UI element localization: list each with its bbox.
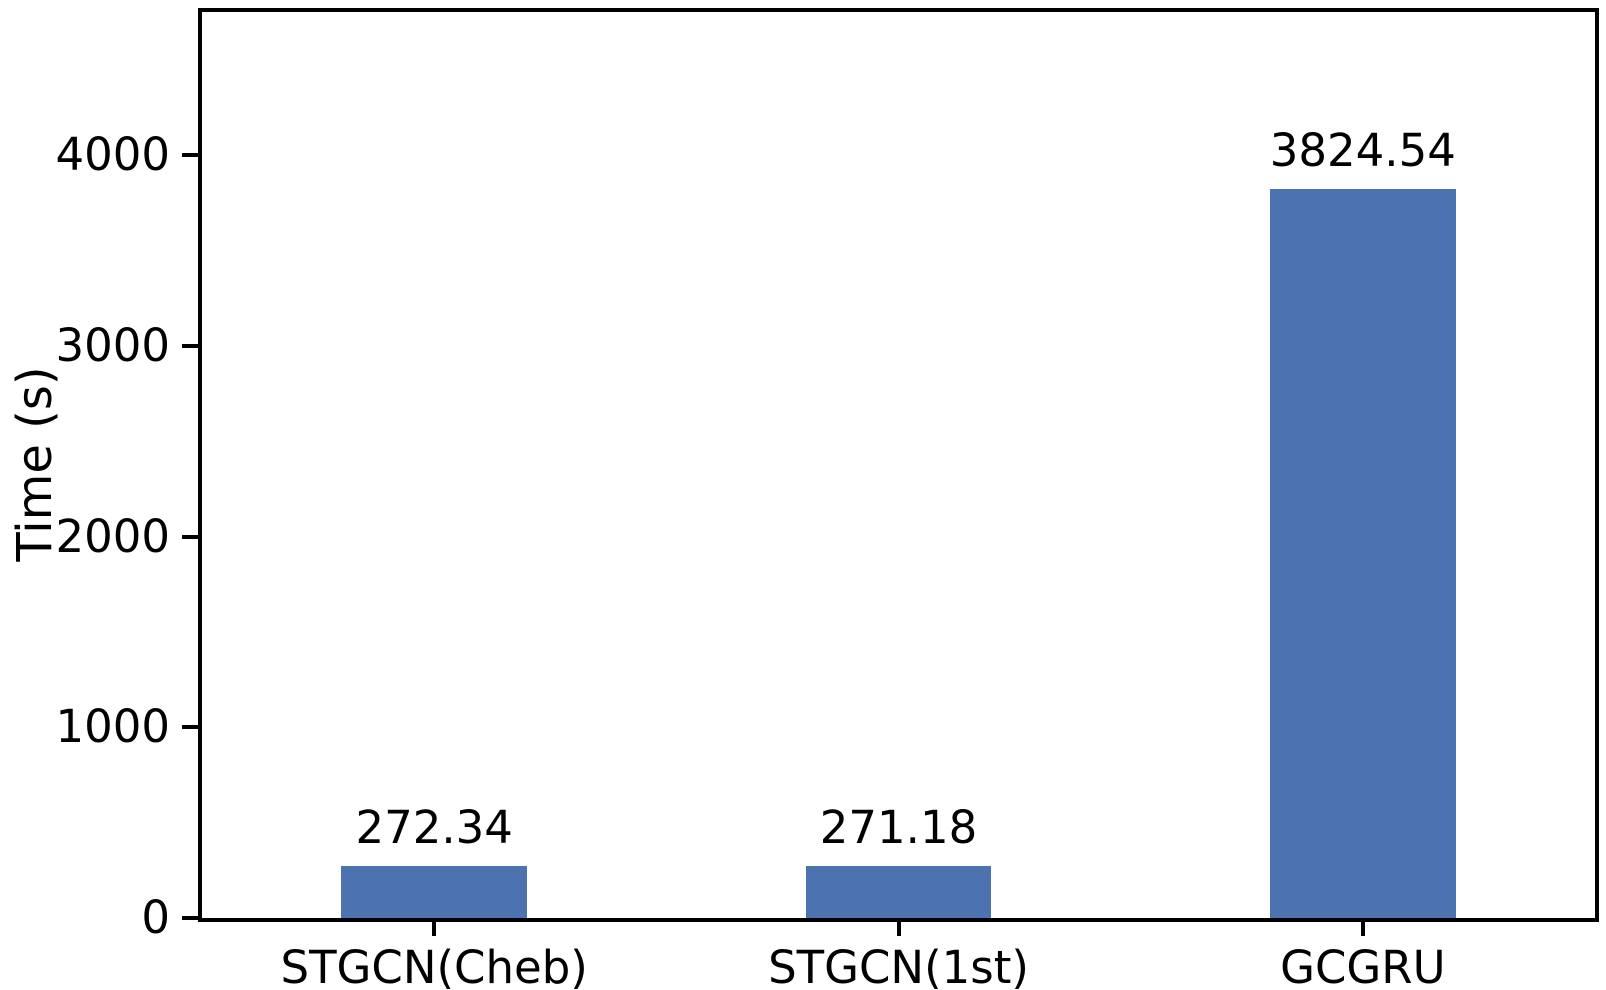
y-tick-label: 2000: [55, 509, 170, 563]
x-tick-label-STGCN(Cheb): STGCN(Cheb): [280, 941, 588, 990]
y-tick-label: 0: [141, 891, 170, 944]
x-tick-mark: [432, 922, 437, 936]
bar-value-label: 271.18: [819, 801, 978, 855]
y-tick-mark: [182, 343, 198, 348]
y-tick-mark: [182, 153, 198, 158]
y-tick-mark: [182, 725, 198, 730]
x-tick-label-GCGRU: GCGRU: [1280, 941, 1446, 990]
bar-STGCN(1st): [805, 866, 992, 918]
bar-value-label: 272.34: [355, 801, 513, 855]
plot-area: 272.34 271.18 3824.54: [198, 8, 1599, 922]
y-tick-label: 1000: [55, 700, 170, 754]
bar-STGCN(Cheb): [341, 866, 528, 918]
x-tick-label-STGCN(1st): STGCN(1st): [768, 941, 1029, 990]
x-tick-mark: [1360, 922, 1365, 936]
y-tick-mark: [182, 534, 198, 539]
bar-value-label: 3824.54: [1269, 123, 1456, 177]
y-tick-label: 3000: [55, 318, 170, 372]
x-tick-mark: [896, 922, 901, 936]
bar-GCGRU: [1269, 188, 1456, 918]
y-tick-mark: [182, 916, 198, 920]
y-tick-label: 4000: [55, 128, 170, 182]
